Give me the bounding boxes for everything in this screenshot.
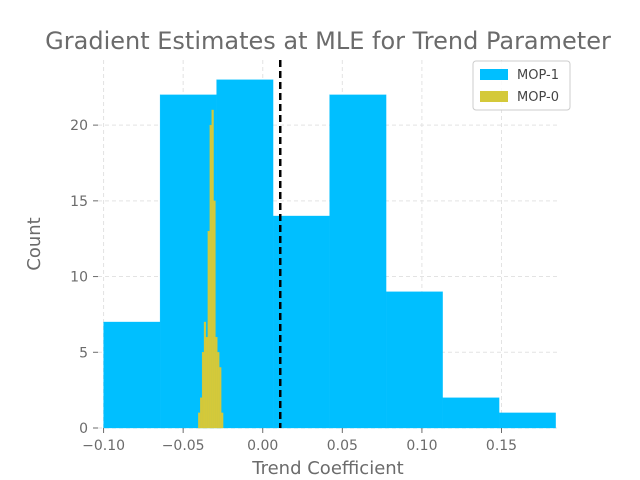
series-mop-1: [103, 79, 556, 429]
legend-label-mop-0: MOP-0: [517, 90, 559, 105]
legend-swatch-mop-1: [480, 69, 508, 80]
histogram-bar: [207, 230, 210, 429]
x-tick-label: 0.05: [327, 438, 358, 454]
histogram-bar: [442, 397, 500, 429]
histogram-bar: [198, 412, 201, 429]
histogram-bar: [103, 321, 161, 429]
x-tick-label: 0.15: [486, 438, 517, 454]
legend-swatch-mop-0: [480, 91, 508, 102]
histogram-bar: [221, 412, 224, 429]
histogram-bar: [329, 94, 387, 429]
bars-layer: [103, 79, 556, 429]
chart-title: Gradient Estimates at MLE for Trend Para…: [45, 27, 611, 55]
histogram-bar: [205, 336, 208, 429]
histogram-bar: [209, 124, 212, 429]
histogram-bar: [213, 200, 216, 429]
x-tick-label: 0.00: [247, 438, 278, 454]
ticks-layer: −0.10 −0.05 0.00 0.05 0.10 0.15 0 5 10 15 20: [70, 118, 517, 454]
x-tick-label: −0.10: [82, 438, 125, 454]
histogram-bar: [385, 291, 443, 429]
series-mop-0: [198, 109, 224, 429]
histogram-bar: [211, 109, 214, 429]
histogram-bar: [217, 352, 220, 429]
histogram-bar: [201, 352, 205, 429]
y-tick-label: 5: [79, 345, 88, 361]
y-tick-label: 20: [70, 118, 88, 134]
histogram-bar: [219, 367, 222, 429]
histogram-bar: [272, 215, 330, 429]
y-axis-label: Count: [24, 217, 45, 270]
histogram-bar: [215, 336, 218, 429]
legend-label-mop-1: MOP-1: [517, 68, 559, 83]
x-axis-label: Trend Coefficient: [251, 458, 403, 479]
legend: MOP-1 MOP-0: [472, 60, 571, 111]
histogram-bar: [200, 397, 203, 429]
histogram-bar: [498, 412, 556, 429]
y-tick-label: 10: [70, 270, 88, 286]
x-tick-label: −0.05: [162, 438, 205, 454]
histogram-bar: [216, 79, 274, 429]
histogram-bar: [203, 321, 207, 429]
y-tick-label: 15: [70, 194, 88, 210]
y-tick-label: 0: [79, 421, 88, 437]
x-tick-label: 0.10: [406, 438, 437, 454]
